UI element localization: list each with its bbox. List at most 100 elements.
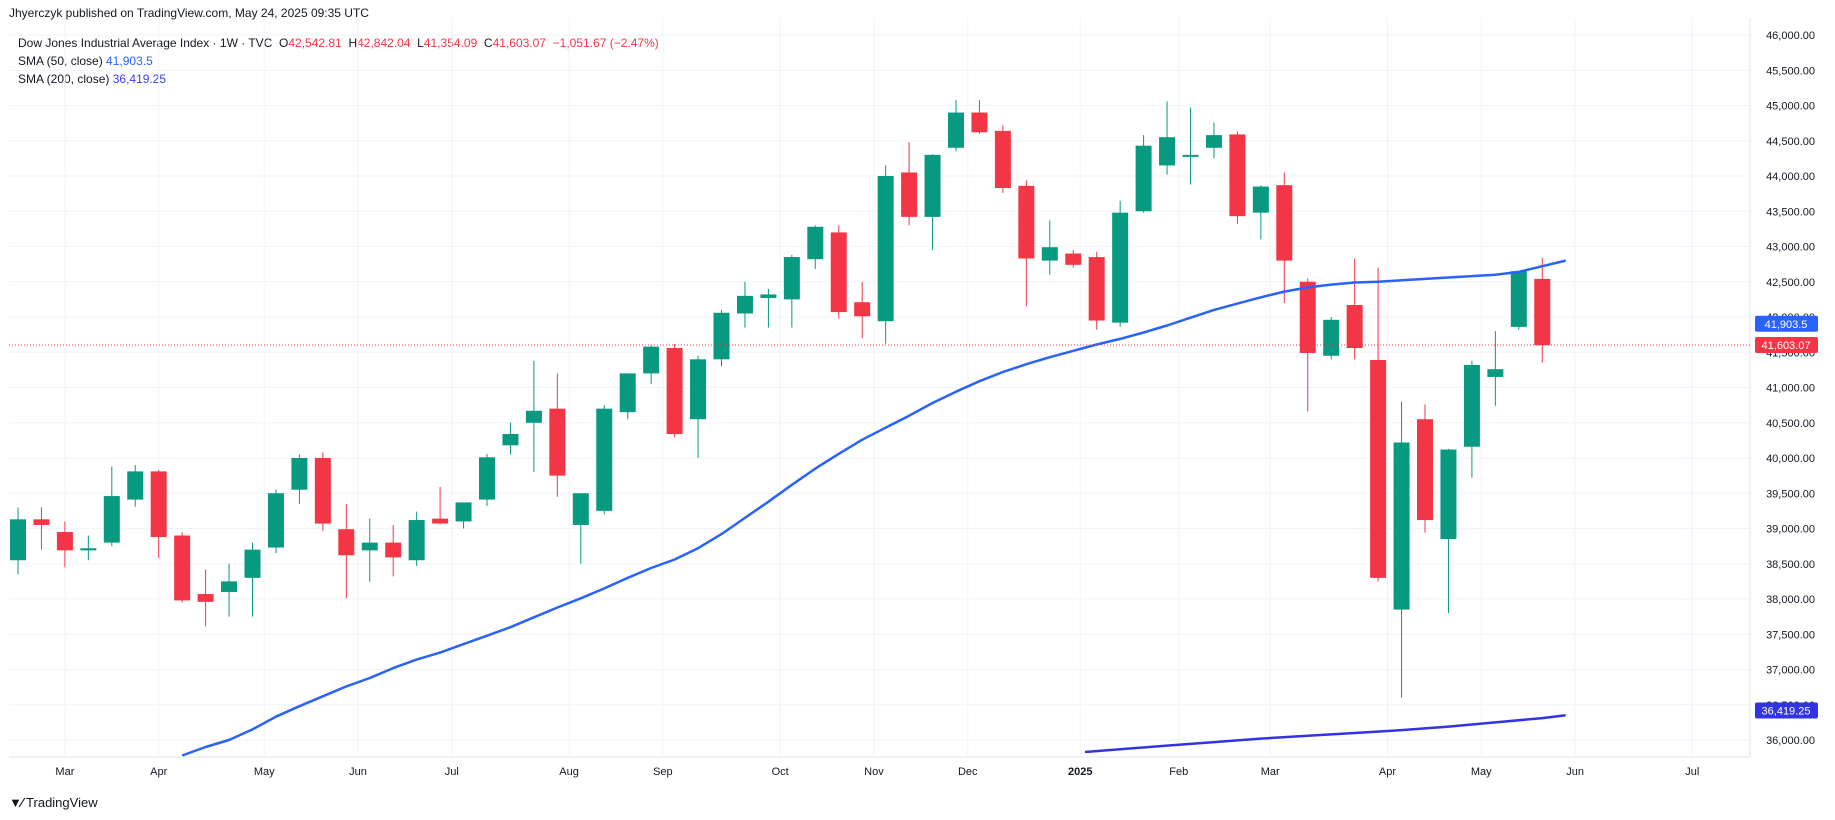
x-tick-label: Aug bbox=[559, 766, 579, 778]
candle-body bbox=[807, 226, 824, 260]
x-tick-label: Jun bbox=[1566, 766, 1584, 778]
tradingview-logo[interactable]: ▼⁄ TradingView bbox=[9, 795, 98, 810]
sma50-price-tag: 41,903.5 bbox=[1765, 319, 1808, 331]
candle-body bbox=[1065, 253, 1082, 265]
candle-body bbox=[1440, 449, 1457, 540]
candle-body bbox=[643, 346, 660, 374]
y-tick-label: 45,500.00 bbox=[1766, 65, 1815, 77]
candle-body bbox=[80, 548, 97, 551]
legend-main-row[interactable]: Dow Jones Industrial Average Index · 1W … bbox=[18, 34, 659, 52]
high-label: H bbox=[348, 36, 358, 50]
candle-body bbox=[1088, 257, 1105, 321]
y-tick-label: 39,500.00 bbox=[1766, 488, 1815, 500]
y-tick-label: 46,000.00 bbox=[1766, 30, 1815, 42]
x-tick-label: Apr bbox=[150, 766, 167, 778]
candle-body bbox=[1041, 247, 1058, 261]
candle-body bbox=[221, 581, 238, 592]
candle-body bbox=[455, 502, 472, 522]
candle-body bbox=[760, 294, 777, 298]
sma200-line bbox=[1084, 714, 1566, 754]
y-tick-label: 44,500.00 bbox=[1766, 136, 1815, 148]
candle-body bbox=[1018, 185, 1035, 259]
candle-body bbox=[267, 493, 284, 548]
candle-body bbox=[549, 408, 566, 476]
sma50-value: 41,903.5 bbox=[106, 54, 153, 68]
sma50-line bbox=[181, 259, 1566, 757]
candle-body bbox=[432, 518, 449, 524]
y-tick-label: 38,000.00 bbox=[1766, 594, 1815, 606]
y-tick-label: 37,000.00 bbox=[1766, 665, 1815, 677]
candle-body bbox=[291, 458, 308, 490]
tradingview-logo-text: TradingView bbox=[26, 795, 98, 810]
x-tick-label: Jul bbox=[445, 766, 459, 778]
candle-body bbox=[1182, 154, 1199, 157]
candle-body bbox=[479, 457, 495, 500]
candle-body bbox=[1159, 137, 1176, 166]
chart-legend: Dow Jones Industrial Average Index · 1W … bbox=[18, 34, 659, 88]
x-tick-label: Mar bbox=[1261, 766, 1280, 778]
close-label: C bbox=[483, 36, 493, 50]
open-value: 42,542.81 bbox=[288, 36, 342, 50]
candle-body bbox=[150, 471, 167, 537]
low-value: 41,354.09 bbox=[423, 36, 478, 50]
last-price-tag: 41,603.07 bbox=[1762, 340, 1811, 352]
candle-body bbox=[1346, 305, 1363, 349]
x-tick-label: Feb bbox=[1169, 766, 1188, 778]
candle-body bbox=[1370, 360, 1387, 578]
candle-body bbox=[408, 520, 425, 561]
candle-body bbox=[1417, 419, 1433, 521]
symbol-title[interactable]: Dow Jones Industrial Average Index · 1W … bbox=[18, 36, 273, 50]
candle-body bbox=[56, 532, 73, 551]
candle-body bbox=[666, 348, 683, 435]
candle-body bbox=[783, 257, 800, 300]
x-tick-label: Jul bbox=[1685, 766, 1699, 778]
candle-body bbox=[1463, 364, 1480, 447]
candle-body bbox=[1487, 369, 1504, 377]
sma200-price-tag: 36,419.25 bbox=[1762, 705, 1811, 717]
y-tick-label: 40,000.00 bbox=[1766, 453, 1815, 465]
candle-body bbox=[385, 542, 402, 558]
y-tick-label: 37,500.00 bbox=[1766, 629, 1815, 641]
candle-body bbox=[1299, 281, 1316, 353]
x-tick-label: May bbox=[1471, 766, 1492, 778]
candle-body bbox=[127, 471, 144, 500]
candle-body bbox=[901, 172, 918, 217]
candle-body bbox=[1323, 319, 1340, 356]
candle-body bbox=[1534, 278, 1551, 346]
candle-body bbox=[877, 176, 894, 322]
sma200-label: SMA (200, close) bbox=[18, 72, 110, 86]
legend-sma200-row[interactable]: SMA (200, close) 36,419.25 bbox=[18, 70, 659, 88]
candle-body bbox=[1276, 185, 1293, 261]
y-tick-label: 40,500.00 bbox=[1766, 418, 1815, 430]
candle-body bbox=[1252, 186, 1269, 213]
x-tick-label: Sep bbox=[653, 766, 673, 778]
attribution-text: Jhyerczyk published on TradingView.com, … bbox=[9, 6, 369, 20]
candle-body bbox=[174, 535, 191, 601]
y-tick-label: 41,000.00 bbox=[1766, 383, 1815, 395]
x-tick-label: Mar bbox=[55, 766, 74, 778]
candle-body bbox=[1112, 212, 1129, 323]
sma200-price-tag-bg bbox=[1755, 702, 1818, 719]
y-tick-label: 45,000.00 bbox=[1766, 101, 1815, 113]
last-price-tag-bg bbox=[1755, 336, 1818, 353]
candle-body bbox=[1510, 271, 1527, 327]
y-tick-label: 38,500.00 bbox=[1766, 559, 1815, 571]
y-tick-label: 36,000.00 bbox=[1766, 735, 1815, 747]
x-tick-label: Dec bbox=[958, 766, 978, 778]
y-tick-label: 43,000.00 bbox=[1766, 242, 1815, 254]
candle-body bbox=[854, 302, 871, 317]
candle-body bbox=[619, 373, 636, 413]
high-value: 42,842.04 bbox=[357, 36, 411, 50]
legend-sma50-row[interactable]: SMA (50, close) 41,903.5 bbox=[18, 52, 659, 70]
candle-body bbox=[971, 112, 988, 133]
candle-body bbox=[924, 154, 941, 217]
x-tick-label: 2025 bbox=[1068, 766, 1092, 778]
price-chart[interactable]: 36,000.0036,500.0037,000.0037,500.0038,0… bbox=[0, 0, 1835, 790]
x-tick-label: Oct bbox=[772, 766, 789, 778]
candle-body bbox=[525, 410, 542, 423]
candle-body bbox=[1393, 442, 1410, 610]
candle-body bbox=[830, 232, 847, 313]
candle-body bbox=[1205, 135, 1222, 148]
candle-body bbox=[244, 549, 261, 578]
open-label: O bbox=[279, 36, 289, 50]
